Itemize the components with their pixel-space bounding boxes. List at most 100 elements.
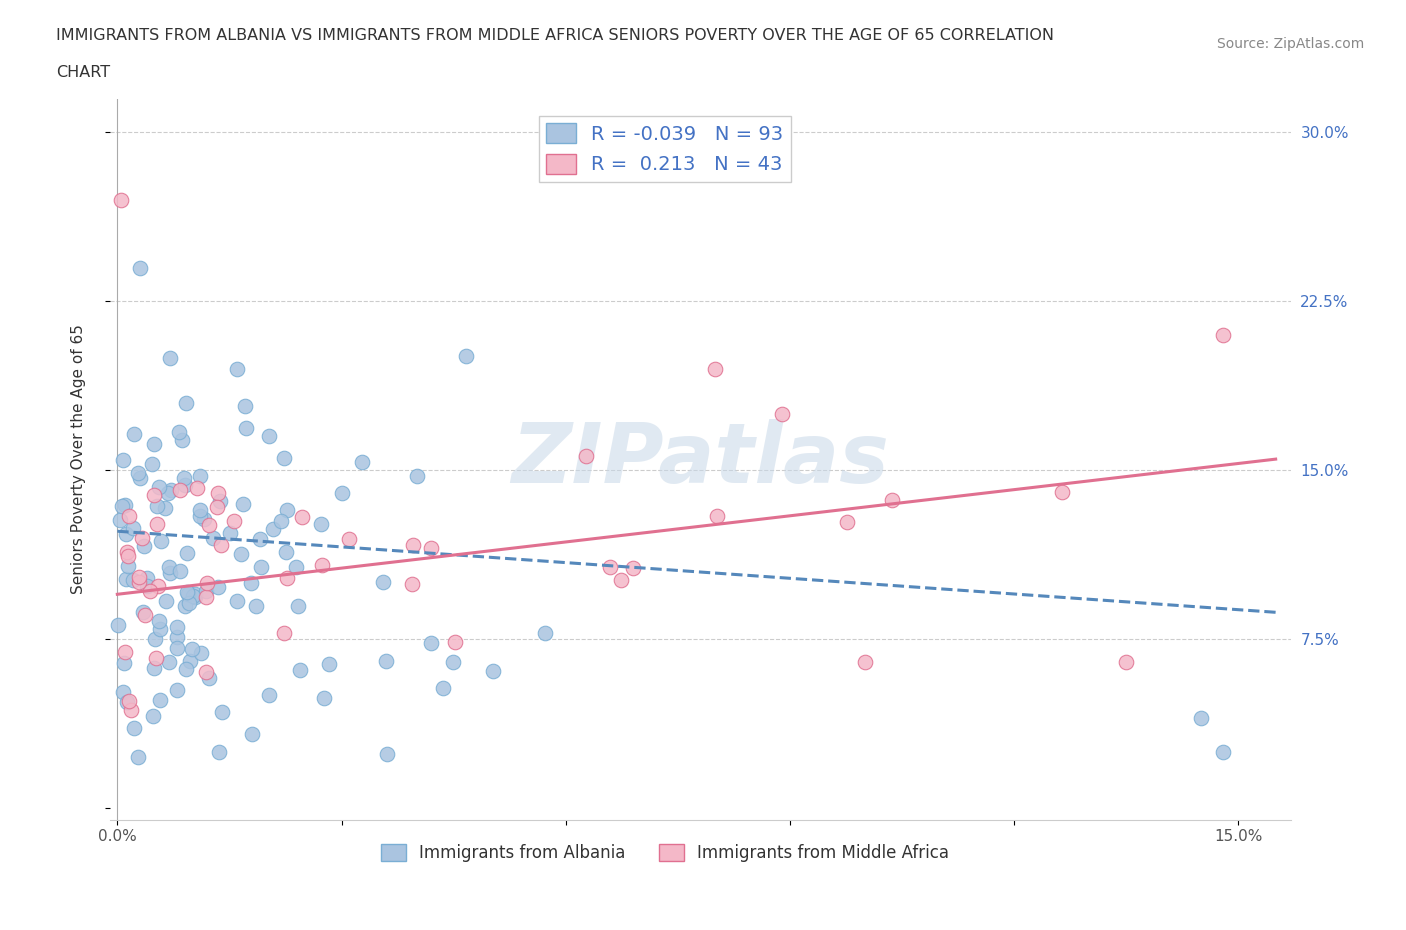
Point xyxy=(198,671,221,685)
Point xyxy=(107,618,129,632)
Point xyxy=(142,437,165,452)
Point xyxy=(157,655,180,670)
Point xyxy=(226,593,249,608)
Point xyxy=(115,545,138,560)
Point xyxy=(375,654,398,669)
Legend: Immigrants from Albania, Immigrants from Middle Africa: Immigrants from Albania, Immigrants from… xyxy=(374,837,956,869)
Point xyxy=(176,585,198,600)
Point xyxy=(108,512,131,527)
Point xyxy=(146,578,169,593)
Point xyxy=(276,502,298,517)
Point xyxy=(128,569,150,584)
Point xyxy=(231,547,253,562)
Point xyxy=(330,485,353,500)
Point xyxy=(128,471,150,485)
Point xyxy=(190,645,212,660)
Point xyxy=(142,487,165,502)
Point xyxy=(184,590,207,604)
Point xyxy=(575,448,598,463)
Point xyxy=(148,621,170,636)
Point xyxy=(150,534,173,549)
Point xyxy=(145,631,167,646)
Point xyxy=(115,695,138,710)
Point xyxy=(276,544,298,559)
Point xyxy=(155,593,177,608)
Point xyxy=(233,398,256,413)
Point xyxy=(288,662,311,677)
Point xyxy=(127,750,149,764)
Point xyxy=(159,351,181,365)
Point xyxy=(599,559,621,574)
Point xyxy=(401,576,423,591)
Point xyxy=(149,693,172,708)
Point xyxy=(621,561,644,576)
Point xyxy=(770,406,793,421)
Point xyxy=(117,549,139,564)
Point xyxy=(181,588,204,603)
Point xyxy=(112,453,135,468)
Point xyxy=(166,683,188,698)
Point xyxy=(134,607,156,622)
Point xyxy=(239,576,262,591)
Point xyxy=(180,642,202,657)
Point xyxy=(207,485,229,500)
Point xyxy=(128,575,150,590)
Point xyxy=(135,571,157,586)
Point xyxy=(371,575,394,590)
Point xyxy=(201,530,224,545)
Point xyxy=(148,480,170,495)
Point xyxy=(198,517,221,532)
Point xyxy=(120,702,142,717)
Point xyxy=(1212,745,1234,760)
Point xyxy=(153,500,176,515)
Point xyxy=(188,503,211,518)
Point xyxy=(706,509,728,524)
Point xyxy=(443,634,465,649)
Point xyxy=(110,193,132,207)
Point xyxy=(173,599,195,614)
Point xyxy=(610,573,633,588)
Point xyxy=(128,260,150,275)
Point xyxy=(880,493,903,508)
Point xyxy=(166,619,188,634)
Text: ZIPatlas: ZIPatlas xyxy=(512,418,889,499)
Text: Source: ZipAtlas.com: Source: ZipAtlas.com xyxy=(1216,37,1364,51)
Point xyxy=(835,514,858,529)
Point xyxy=(1189,711,1212,725)
Point xyxy=(318,657,340,671)
Point xyxy=(141,457,163,472)
Text: IMMIGRANTS FROM ALBANIA VS IMMIGRANTS FROM MIDDLE AFRICA SENIORS POVERTY OVER TH: IMMIGRANTS FROM ALBANIA VS IMMIGRANTS FR… xyxy=(56,28,1054,43)
Point xyxy=(169,564,191,578)
Point xyxy=(160,483,183,498)
Point xyxy=(420,541,443,556)
Point xyxy=(136,578,159,593)
Point xyxy=(166,641,188,656)
Point xyxy=(1050,485,1073,499)
Point xyxy=(115,572,138,587)
Point xyxy=(122,721,145,736)
Point xyxy=(114,645,136,660)
Point xyxy=(118,694,141,709)
Point xyxy=(118,509,141,524)
Point xyxy=(704,362,727,377)
Point xyxy=(270,513,292,528)
Point xyxy=(420,635,443,650)
Point xyxy=(257,687,280,702)
Point xyxy=(534,626,557,641)
Point xyxy=(312,690,335,705)
Point xyxy=(195,665,218,680)
Point xyxy=(131,530,153,545)
Point xyxy=(184,587,207,602)
Point xyxy=(112,656,135,671)
Point xyxy=(139,583,162,598)
Point xyxy=(166,630,188,644)
Point xyxy=(122,573,145,588)
Point xyxy=(176,661,198,676)
Point xyxy=(208,745,231,760)
Point xyxy=(170,432,193,447)
Point xyxy=(406,469,429,484)
Point xyxy=(195,584,218,599)
Point xyxy=(127,466,149,481)
Point xyxy=(179,654,201,669)
Point xyxy=(225,362,247,377)
